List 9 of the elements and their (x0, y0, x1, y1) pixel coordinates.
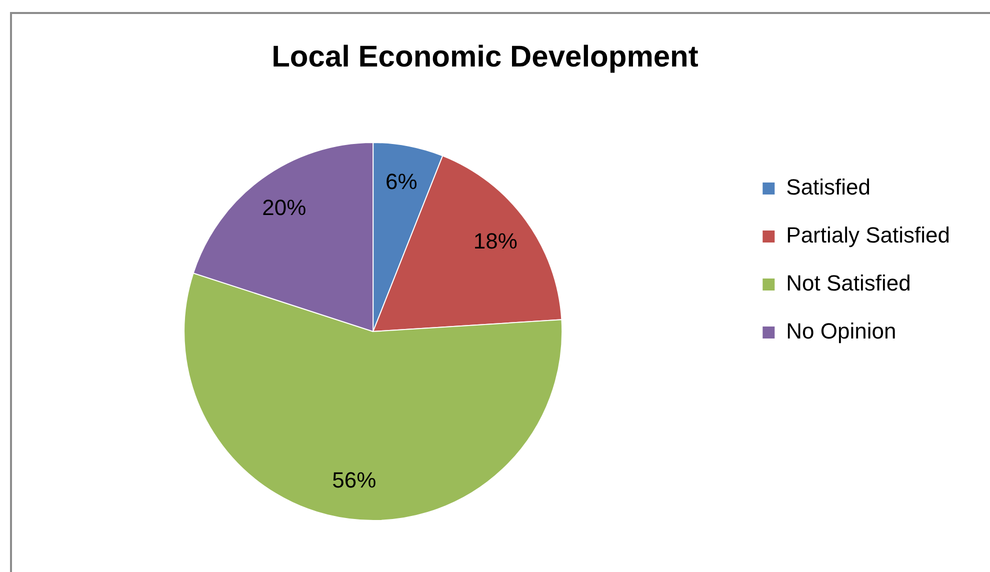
data-label: 18% (473, 228, 518, 254)
data-label: 56% (332, 468, 376, 493)
data-label: 20% (262, 195, 306, 220)
legend-label: No Opinion (786, 318, 896, 344)
legend-label: Satisfied (786, 174, 871, 200)
chart-title: Local Economic Development (272, 40, 698, 74)
legend-label: Partialy Satisfied (786, 222, 950, 248)
legend-label: Not Satisfied (786, 270, 911, 296)
data-label: 6% (386, 169, 418, 194)
